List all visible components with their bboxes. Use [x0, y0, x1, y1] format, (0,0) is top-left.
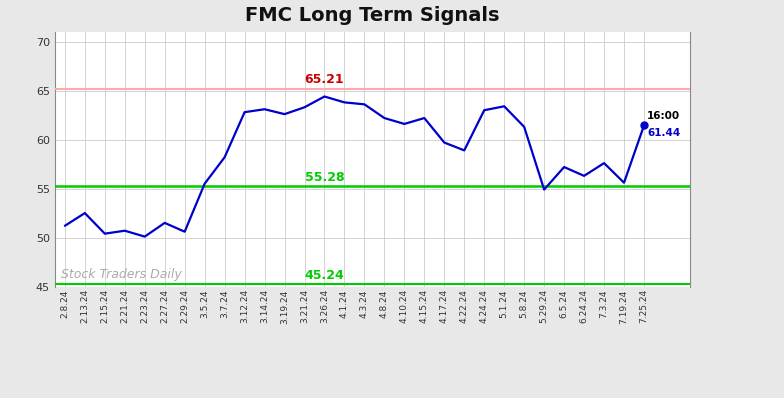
Text: 16:00: 16:00 [647, 111, 680, 121]
Text: 45.24: 45.24 [305, 269, 344, 282]
Title: FMC Long Term Signals: FMC Long Term Signals [245, 6, 499, 25]
Text: 55.28: 55.28 [305, 171, 344, 184]
Text: 61.44: 61.44 [647, 129, 681, 139]
Text: 65.21: 65.21 [305, 73, 344, 86]
Text: Stock Traders Daily: Stock Traders Daily [61, 268, 182, 281]
